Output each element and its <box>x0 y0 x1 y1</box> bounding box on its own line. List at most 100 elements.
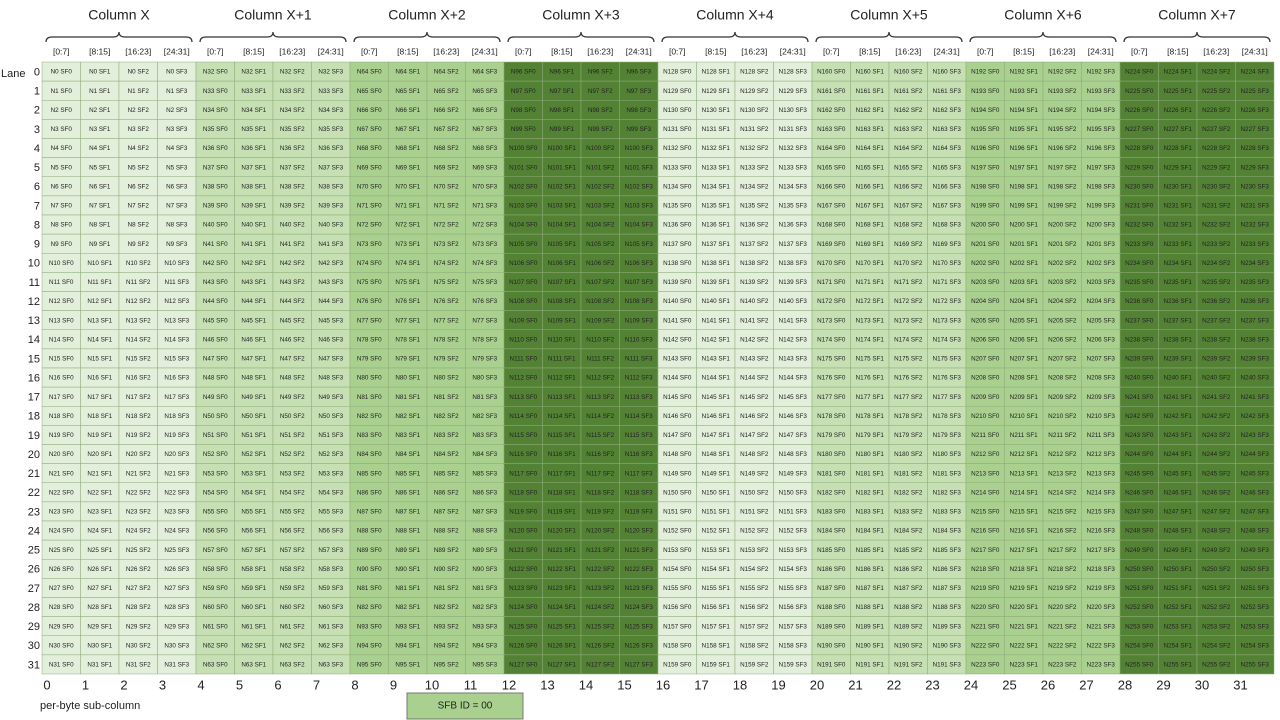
cell-text: N195 SF2 <box>1048 126 1077 133</box>
cell-text: N191 SF0 <box>817 662 846 669</box>
lane-number: 26 <box>28 564 40 576</box>
cell-text: N109 SF2 <box>586 317 615 324</box>
cell-text: N113 SF2 <box>586 394 614 401</box>
cell-text: N52 SF2 <box>280 451 305 458</box>
cell-text: N27 SF2 <box>126 585 151 592</box>
column-group-title: Column X+6 <box>1004 7 1082 23</box>
lane-number: 28 <box>28 602 40 614</box>
cell-text: N231 SF3 <box>1241 203 1270 210</box>
cell-text: N51 SF1 <box>241 432 266 439</box>
byte-range: [0:7] <box>669 46 686 56</box>
cell-text: N160 SF3 <box>933 69 962 76</box>
lane-number: 0 <box>34 66 40 78</box>
cell-text: N243 SF3 <box>1241 432 1270 439</box>
cell-text: N206 SF3 <box>1087 336 1116 343</box>
cell-text: N64 SF1 <box>395 69 420 76</box>
cell-text: N43 SF1 <box>241 279 266 286</box>
cell-text: N225 SF0 <box>1125 88 1154 95</box>
cell-text: N225 SF2 <box>1202 88 1231 95</box>
cell-text: N246 SF2 <box>1202 489 1231 496</box>
cell-text: N54 SF0 <box>203 489 228 496</box>
cell-text: N98 SF1 <box>549 107 574 114</box>
cell-text: N81 SF0 <box>357 585 382 592</box>
cell-text: N53 SF3 <box>318 470 343 477</box>
byte-range: [8:15] <box>397 46 418 56</box>
cell-text: N145 SF2 <box>740 394 769 401</box>
cell-text: N126 SF3 <box>625 642 654 649</box>
cell-text: N6 SF2 <box>128 183 150 190</box>
cell-text: N123 SF3 <box>625 585 654 592</box>
brace <box>353 31 501 43</box>
cell-text: N58 SF1 <box>241 566 266 573</box>
cell-text: N149 SF1 <box>702 470 731 477</box>
cell-text: N149 SF2 <box>740 470 769 477</box>
cell-text: N2 SF3 <box>166 107 188 114</box>
cell-text: N14 SF2 <box>126 336 151 343</box>
cell-text: N121 SF3 <box>625 547 654 554</box>
cell-text: N81 SF1 <box>395 394 420 401</box>
cell-text: N223 SF3 <box>1087 662 1116 669</box>
cell-text: N229 SF0 <box>1125 164 1154 171</box>
cell-text: N107 SF2 <box>586 279 615 286</box>
cell-text: N45 SF1 <box>241 317 266 324</box>
lane-number: 30 <box>28 640 40 652</box>
cell-text: N209 SF3 <box>1087 394 1116 401</box>
cell-text: N244 SF1 <box>1164 451 1193 458</box>
cell-text: N248 SF1 <box>1164 528 1193 535</box>
cell-text: N79 SF1 <box>395 356 420 363</box>
cell-text: N235 SF0 <box>1125 279 1154 286</box>
cell-text: N230 SF2 <box>1202 183 1231 190</box>
sub-column-number: 5 <box>236 677 243 692</box>
cell-text: N202 SF2 <box>1048 260 1077 267</box>
cell-text: N251 SF2 <box>1202 585 1231 592</box>
cell-text: N127 SF3 <box>625 662 654 669</box>
cell-text: N194 SF3 <box>1087 107 1116 114</box>
column-group-title: Column X+3 <box>542 7 620 23</box>
cell-text: N5 SF2 <box>128 164 150 171</box>
cell-text: N234 SF0 <box>1125 260 1154 267</box>
cell-text: N31 SF0 <box>49 662 74 669</box>
cell-text: N35 SF3 <box>318 126 343 133</box>
cell-text: N100 SF2 <box>586 145 615 152</box>
cell-text: N0 SF2 <box>128 69 150 76</box>
cell-text: N3 SF3 <box>166 126 188 133</box>
cell-text: N82 SF1 <box>395 604 420 611</box>
cell-text: N129 SF2 <box>740 88 769 95</box>
cell-text: N234 SF3 <box>1241 260 1270 267</box>
cell-text: N130 SF3 <box>779 107 808 114</box>
cell-text: N247 SF0 <box>1125 509 1154 516</box>
cell-text: N197 SF0 <box>971 164 1000 171</box>
cell-text: N108 SF0 <box>509 298 538 305</box>
cell-text: N124 SF0 <box>509 604 538 611</box>
cell-text: N139 SF1 <box>702 279 731 286</box>
cell-text: N249 SF1 <box>1164 547 1193 554</box>
cell-text: N88 SF3 <box>472 528 497 535</box>
cell-text: N69 SF3 <box>472 164 497 171</box>
cell-text: N242 SF0 <box>1125 413 1154 420</box>
cell-text: N11 SF0 <box>49 279 74 286</box>
cell-text: N71 SF2 <box>434 203 459 210</box>
cell-text: N43 SF3 <box>318 279 343 286</box>
cell-text: N120 SF0 <box>509 528 538 535</box>
sub-column-number: 17 <box>694 677 708 692</box>
legend-box <box>406 692 524 720</box>
byte-range: [0:7] <box>515 46 532 56</box>
cell-text: N32 SF0 <box>203 69 228 76</box>
cell-text: N182 SF3 <box>933 489 962 496</box>
cell-text: N125 SF3 <box>625 623 654 630</box>
cell-text: N44 SF2 <box>280 298 305 305</box>
cell-text: N90 SF0 <box>357 566 382 573</box>
lane-number: 1 <box>34 86 40 98</box>
cell-text: N27 SF3 <box>164 585 189 592</box>
cell-text: N251 SF0 <box>1125 585 1154 592</box>
cell-text: N248 SF2 <box>1202 528 1231 535</box>
byte-range: [0:7] <box>53 46 70 56</box>
cell-text: N5 SF3 <box>166 164 188 171</box>
cell-text: N45 SF0 <box>203 317 228 324</box>
cell-text: N171 SF3 <box>933 279 962 286</box>
cell-text: N236 SF1 <box>1164 298 1193 305</box>
brace <box>507 31 655 43</box>
byte-range: [16:23] <box>895 46 921 56</box>
cell-text: N213 SF1 <box>1010 470 1039 477</box>
cell-text: N85 SF3 <box>472 470 497 477</box>
